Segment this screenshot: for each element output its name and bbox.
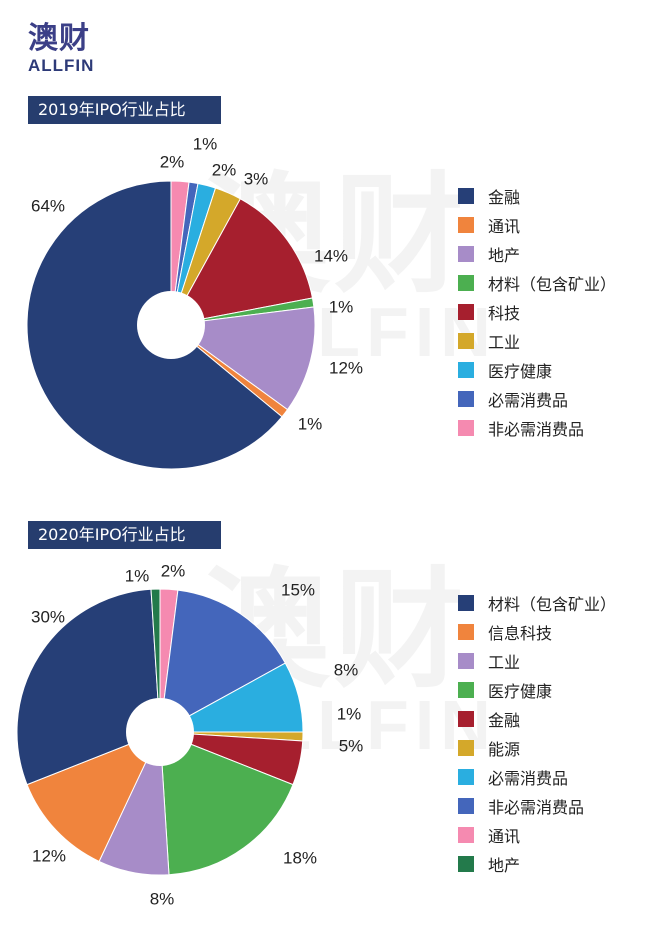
legend-item: 信息科技 xyxy=(458,617,616,646)
legend-label: 地产 xyxy=(488,245,521,265)
legend-swatch xyxy=(458,855,474,872)
legend-label: 材料（包含矿业） xyxy=(488,274,617,294)
slice-data-label: 64% xyxy=(31,196,65,215)
slice-data-label: 3% xyxy=(244,169,269,188)
legend-item: 地产 xyxy=(458,239,616,268)
slice-data-label: 1% xyxy=(298,414,323,433)
legend-label: 必需消费品 xyxy=(488,390,569,410)
pie-slice xyxy=(170,198,314,326)
legend-swatch xyxy=(458,826,474,843)
logo-wordmark: ALLFIN xyxy=(28,56,95,75)
legend-item: 能源 xyxy=(458,733,616,762)
legend-label: 金融 xyxy=(488,710,521,730)
slice-data-label: 15% xyxy=(281,580,315,599)
legend-swatch xyxy=(458,797,474,814)
legend-item: 科技 xyxy=(458,297,616,326)
legend-label: 非必需消费品 xyxy=(488,797,585,817)
slice-data-label: 2% xyxy=(212,160,237,179)
logo: 澳财 ALLFIN xyxy=(28,22,128,76)
legend-swatch xyxy=(458,274,474,291)
legend-label: 科技 xyxy=(488,303,521,323)
legend-label: 能源 xyxy=(488,739,521,759)
legend-swatch xyxy=(458,681,474,698)
legend-item: 通讯 xyxy=(458,820,616,849)
legend-label: 非必需消费品 xyxy=(488,419,585,439)
pie-slice xyxy=(169,306,316,411)
slice-data-label: 30% xyxy=(31,607,65,626)
legend-item: 材料（包含矿业） xyxy=(458,268,616,297)
legend-swatch xyxy=(458,390,474,407)
slice-data-label: 5% xyxy=(339,736,364,755)
pie-slice xyxy=(159,731,294,876)
legend-label: 通讯 xyxy=(488,826,521,846)
logo-mark: 澳财 xyxy=(28,21,90,56)
legend-swatch xyxy=(458,419,474,436)
pie-slice xyxy=(150,588,161,733)
pie-center-hole xyxy=(126,698,194,766)
legend-swatch xyxy=(458,768,474,785)
legend-item: 非必需消费品 xyxy=(458,413,616,442)
legend-label: 医疗健康 xyxy=(488,361,553,381)
legend-item: 必需消费品 xyxy=(458,384,616,413)
legend-item: 材料（包含矿业） xyxy=(458,588,616,617)
legend-item: 非必需消费品 xyxy=(458,791,616,820)
legend-item: 工业 xyxy=(458,646,616,675)
legend-item: 医疗健康 xyxy=(458,675,616,704)
legend-item: 医疗健康 xyxy=(458,355,616,384)
pie-slice xyxy=(159,589,286,733)
pie-slice xyxy=(26,731,161,863)
legend-item: 金融 xyxy=(458,181,616,210)
legend-2020: 材料（包含矿业） 信息科技工业医疗健康金融能源必需消费品非必需消费品 通讯地产 xyxy=(458,588,616,878)
slice-data-label: 2% xyxy=(161,561,186,580)
slice-data-label: 1% xyxy=(125,566,150,585)
slice-data-label: 8% xyxy=(150,889,175,908)
slice-data-label: 2% xyxy=(160,152,185,171)
legend-swatch xyxy=(458,303,474,320)
legend-label: 必需消费品 xyxy=(488,768,569,788)
legend-swatch xyxy=(458,332,474,349)
legend-2019: 金融通讯地产材料（包含矿业） 科技工业医疗健康必需消费品非必需消费品 xyxy=(458,181,616,442)
legend-label: 医疗健康 xyxy=(488,681,553,701)
legend-swatch xyxy=(458,739,474,756)
legend-item: 地产 xyxy=(458,849,616,878)
legend-item: 金融 xyxy=(458,704,616,733)
slice-data-label: 14% xyxy=(314,246,348,265)
slice-data-label: 18% xyxy=(283,848,317,867)
legend-swatch xyxy=(458,652,474,669)
legend-swatch xyxy=(458,361,474,378)
slice-data-label: 1% xyxy=(329,297,354,316)
pie-slice xyxy=(16,588,161,786)
legend-label: 工业 xyxy=(488,652,521,672)
legend-item: 必需消费品 xyxy=(458,762,616,791)
legend-label: 金融 xyxy=(488,187,521,207)
legend-swatch xyxy=(458,245,474,262)
legend-swatch xyxy=(458,187,474,204)
chart-title-2020: 2020年IPO行业占比 xyxy=(28,521,221,549)
legend-item: 通讯 xyxy=(458,210,616,239)
legend-label: 地产 xyxy=(488,855,521,875)
slice-data-label: 12% xyxy=(329,358,363,377)
slice-data-label: 12% xyxy=(32,846,66,865)
pie-center-hole xyxy=(137,291,205,359)
slice-data-label: 8% xyxy=(334,660,359,679)
legend-item: 工业 xyxy=(458,326,616,355)
legend-swatch xyxy=(458,623,474,640)
slice-data-label: 1% xyxy=(193,134,218,153)
chart-title-2019: 2019年IPO行业占比 xyxy=(28,96,221,124)
legend-label: 通讯 xyxy=(488,216,521,236)
legend-label: 工业 xyxy=(488,332,521,352)
legend-swatch xyxy=(458,216,474,233)
legend-swatch xyxy=(458,594,474,611)
legend-label: 信息科技 xyxy=(488,623,553,643)
slice-data-label: 1% xyxy=(337,704,362,723)
legend-label: 材料（包含矿业） xyxy=(488,594,617,614)
legend-swatch xyxy=(458,710,474,727)
